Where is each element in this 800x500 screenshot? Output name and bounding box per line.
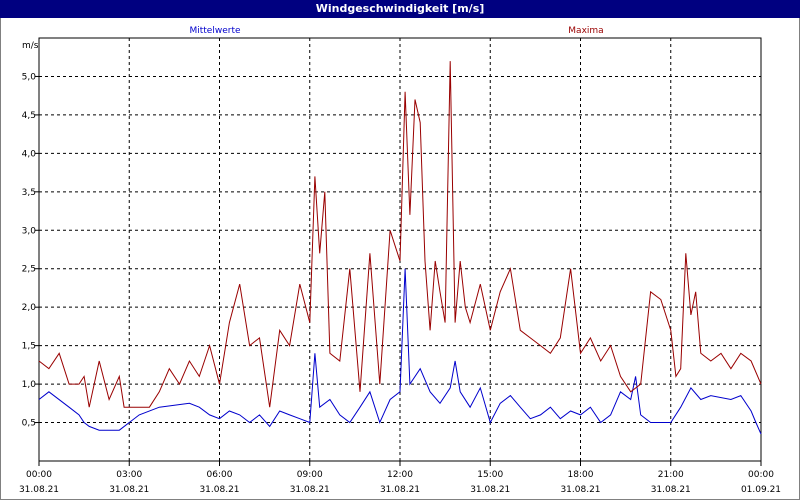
y-tick-label: 0,5 <box>22 419 36 429</box>
y-tick-label: 1,5 <box>22 342 36 352</box>
x-tick-date: 31.08.21 <box>470 485 510 495</box>
x-tick-time: 18:00 <box>568 470 594 480</box>
series-line-maxima <box>38 61 762 408</box>
legend-maxima: Maxima <box>568 26 603 36</box>
chart-title: Windgeschwindigkeit [m/s] <box>0 0 800 18</box>
y-tick-label: 3,0 <box>22 226 37 236</box>
x-tick-date: 31.08.21 <box>109 485 149 495</box>
y-tick-label: 3,5 <box>22 188 36 198</box>
x-tick-time: 15:00 <box>477 470 503 480</box>
x-tick-date: 31.08.21 <box>199 485 239 495</box>
x-tick-date: 31.08.21 <box>290 485 330 495</box>
x-tick-time: 12:00 <box>387 470 413 480</box>
x-tick-time: 09:00 <box>297 470 323 480</box>
y-tick-label: 2,0 <box>22 303 37 313</box>
x-tick-time: 00:00 <box>748 470 774 480</box>
x-tick-labels: 00:00 31.08.21 03:00 31.08.21 06:00 31.08.21 0… <box>19 470 781 495</box>
y-tick-label: 4,0 <box>22 149 37 159</box>
y-tick-label: 1,0 <box>22 380 37 390</box>
y-tick-labels: 0,5 1,0 1,5 2,0 2,5 3,0 3,5 4,0 4,5 5,0 <box>22 72 37 428</box>
x-tick-date: 31.08.21 <box>19 485 59 495</box>
x-tick-date: 01.09.21 <box>741 485 781 495</box>
x-tick-date: 31.08.21 <box>380 485 420 495</box>
y-axis-unit: m/s <box>22 41 39 51</box>
series-line-mittelwerte <box>38 268 762 435</box>
series-lines <box>38 61 762 435</box>
y-tick-label: 4,5 <box>22 111 36 121</box>
x-tick-time: 06:00 <box>207 470 233 480</box>
x-tick-date: 31.08.21 <box>651 485 691 495</box>
x-tick-time: 21:00 <box>658 470 684 480</box>
x-tick-time: 00:00 <box>26 470 52 480</box>
legend-mittelwerte: Mittelwerte <box>189 26 240 36</box>
y-tick-label: 5,0 <box>22 72 37 82</box>
x-tick-date: 31.08.21 <box>560 485 600 495</box>
x-tick-time: 03:00 <box>116 470 142 480</box>
y-tick-label: 2,5 <box>22 265 36 275</box>
